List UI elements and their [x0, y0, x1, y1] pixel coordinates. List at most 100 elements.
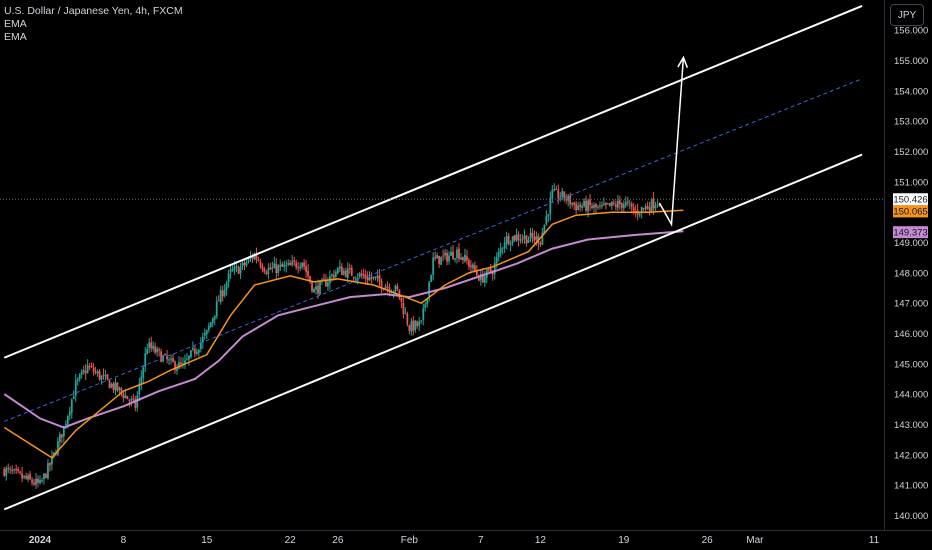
candle — [188, 355, 190, 360]
candle — [301, 262, 304, 267]
price-axis[interactable]: 140.000 141.000 142.000 143.000 144.000 145.0… — [884, 0, 929, 530]
candle — [545, 215, 548, 225]
candle — [622, 204, 625, 209]
candle — [164, 354, 166, 356]
candle — [118, 387, 121, 390]
candle — [620, 202, 623, 208]
candle — [442, 255, 444, 257]
candle — [323, 278, 325, 280]
candle — [452, 251, 454, 259]
candle — [150, 342, 153, 349]
candle — [612, 203, 615, 205]
candle — [352, 276, 355, 279]
candle — [315, 286, 317, 290]
candle — [267, 268, 270, 274]
candle — [86, 365, 89, 373]
candle — [247, 258, 250, 262]
candle — [609, 202, 611, 206]
time-tick-label: 12 — [535, 535, 547, 546]
candle — [13, 469, 16, 471]
currency-button[interactable]: JPY — [890, 4, 924, 26]
candle — [9, 468, 12, 470]
candle — [656, 204, 659, 206]
candle — [259, 262, 262, 267]
symbol-title[interactable]: U.S. Dollar / Japanese Yen, 4h, FXCM — [4, 5, 183, 17]
candle — [241, 262, 244, 267]
candle — [370, 277, 373, 279]
candle — [404, 313, 407, 315]
candle — [176, 368, 178, 371]
candle — [195, 351, 198, 355]
candle — [261, 265, 264, 270]
candle — [98, 370, 101, 380]
candle — [132, 398, 135, 400]
candle — [327, 282, 329, 287]
candle — [640, 206, 643, 213]
candle — [424, 304, 427, 308]
candle — [616, 200, 619, 208]
candle — [468, 260, 470, 267]
candle — [531, 232, 534, 238]
candle — [529, 232, 532, 239]
candle — [470, 265, 472, 268]
candle — [374, 276, 377, 278]
candle — [458, 248, 460, 259]
candle — [426, 298, 429, 305]
candle — [587, 200, 589, 212]
chart-overlays — [0, 5, 884, 511]
candle — [156, 348, 159, 353]
candle — [138, 383, 141, 395]
candle — [78, 374, 81, 380]
channel-mid-line — [4, 78, 863, 422]
candle — [90, 365, 93, 367]
candle — [253, 253, 256, 260]
candle — [412, 320, 415, 331]
price-tick-label: 148.000 — [894, 268, 928, 279]
candle — [630, 203, 633, 207]
candle — [146, 348, 149, 354]
candle — [481, 273, 484, 283]
candle — [255, 253, 258, 260]
candle — [642, 207, 645, 209]
indicator-ema-1[interactable]: EMA — [4, 18, 27, 30]
candle — [273, 263, 276, 269]
candle — [610, 201, 613, 206]
candle — [45, 473, 47, 478]
candle — [19, 471, 22, 473]
candle — [39, 480, 41, 483]
candle — [358, 273, 361, 277]
candle — [497, 252, 500, 257]
price-tick-label: 154.000 — [894, 86, 928, 97]
candle — [299, 266, 302, 269]
candle — [257, 259, 260, 261]
candle — [178, 362, 180, 369]
candlestick-series — [3, 183, 661, 489]
candle — [557, 189, 560, 199]
candle — [577, 205, 580, 211]
candle — [158, 349, 161, 351]
candle — [533, 236, 536, 241]
candle — [25, 475, 27, 479]
time-axis[interactable]: 2024 8 15 22 26 Feb 7 12 19 26 Mar 11 — [0, 530, 932, 547]
candle — [281, 263, 284, 267]
candle — [618, 199, 621, 205]
ema-fast-badge-bg — [893, 205, 928, 218]
candle — [505, 236, 508, 244]
candle — [108, 380, 111, 389]
candle — [428, 282, 431, 299]
candle — [170, 358, 172, 360]
candle — [344, 270, 347, 277]
candle — [603, 203, 605, 205]
candle — [342, 270, 345, 275]
indicator-ema-2[interactable]: EMA — [4, 31, 27, 43]
candle — [43, 473, 45, 480]
candle — [517, 233, 520, 240]
candle — [190, 350, 192, 358]
candle — [168, 359, 170, 361]
ema-fast-line — [3, 209, 684, 459]
time-tick-label: 15 — [201, 535, 213, 546]
ema-slow-badge: 149.373 — [893, 226, 928, 239]
candle — [237, 266, 240, 275]
